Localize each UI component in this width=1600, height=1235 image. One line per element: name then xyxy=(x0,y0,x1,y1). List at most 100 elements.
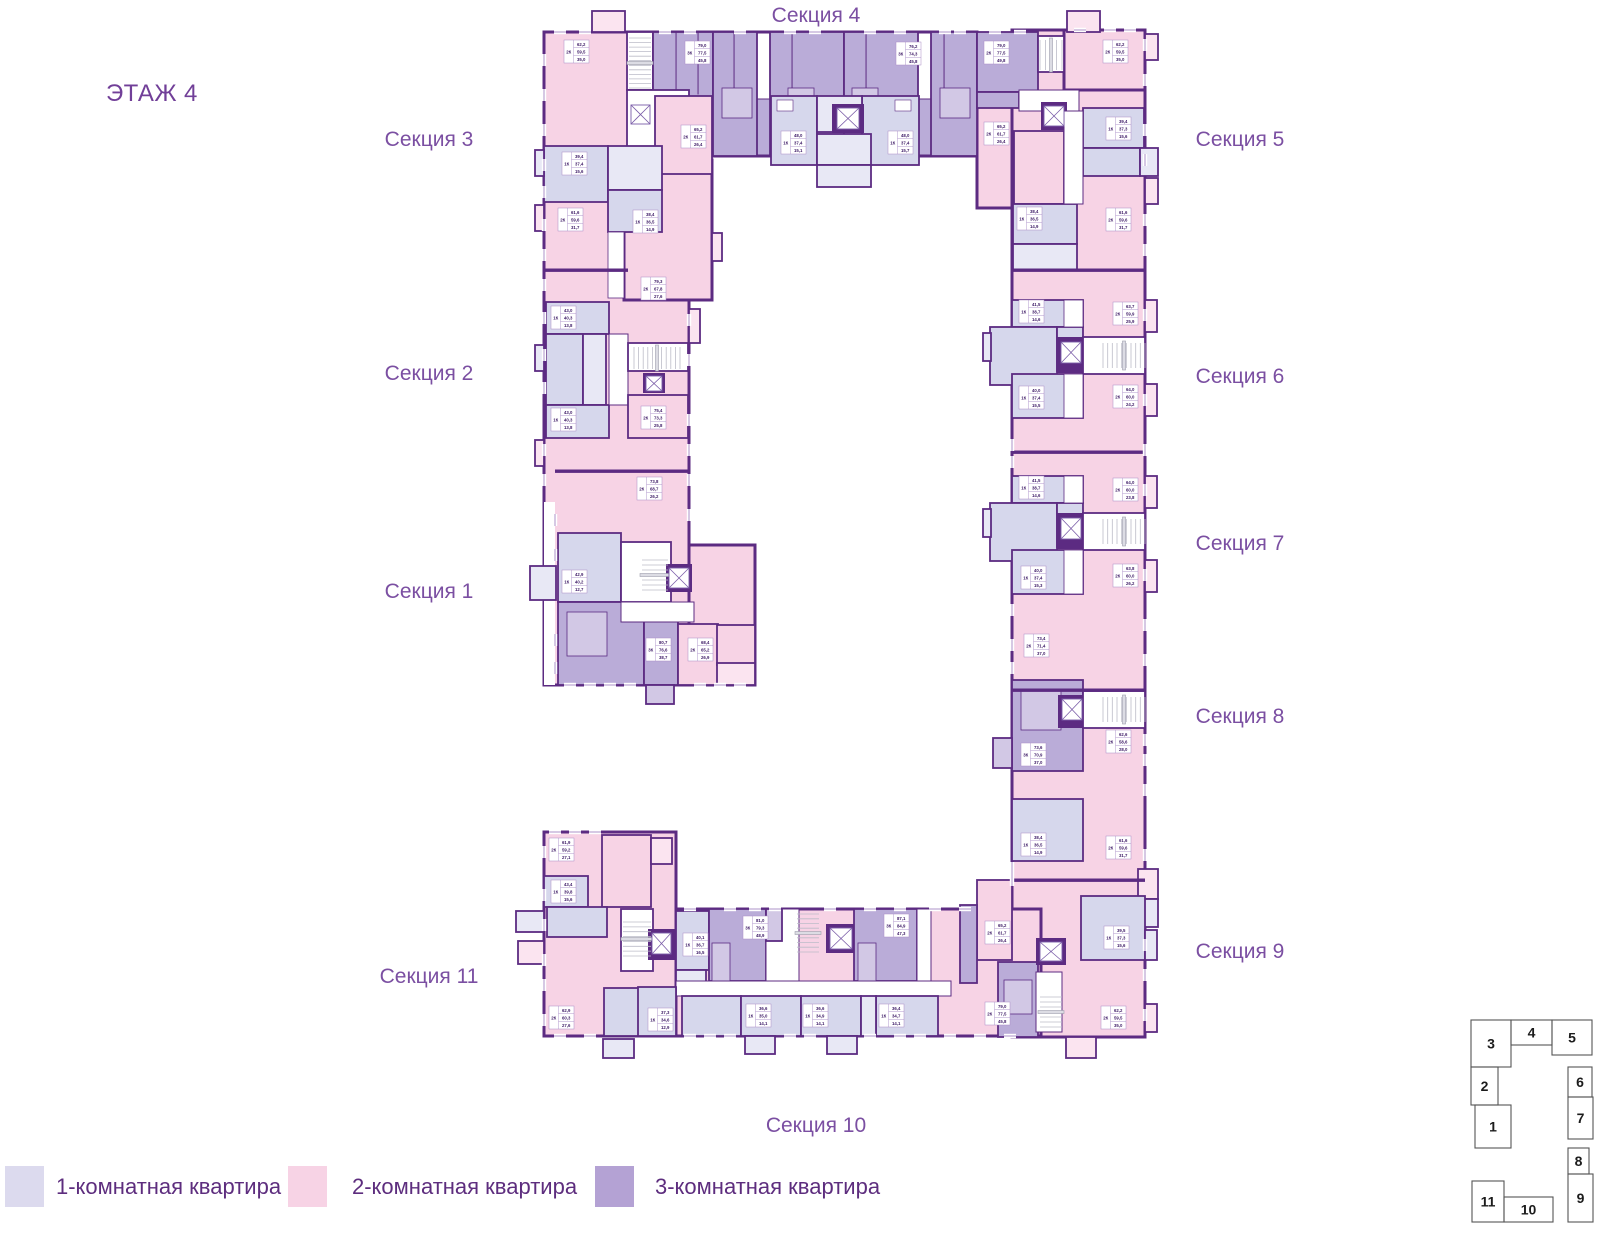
svg-text:13,8: 13,8 xyxy=(564,323,573,328)
svg-text:2К: 2К xyxy=(1115,574,1120,579)
svg-text:68,4: 68,4 xyxy=(701,640,710,645)
svg-text:Секция 7: Секция 7 xyxy=(1196,532,1285,555)
svg-text:36,7: 36,7 xyxy=(696,943,705,948)
svg-text:2К: 2К xyxy=(1108,740,1113,745)
svg-text:15,3: 15,3 xyxy=(1034,583,1043,588)
svg-text:26,4: 26,4 xyxy=(694,142,703,147)
svg-text:2К: 2К xyxy=(986,132,991,137)
svg-text:1К: 1К xyxy=(553,890,558,895)
svg-text:73,6: 73,6 xyxy=(1034,745,1043,750)
svg-text:1К: 1К xyxy=(1106,936,1111,941)
svg-text:61,7: 61,7 xyxy=(998,931,1007,936)
svg-text:2К: 2К xyxy=(639,487,644,492)
svg-text:73,3: 73,3 xyxy=(654,416,663,421)
svg-text:38,4: 38,4 xyxy=(646,212,655,217)
svg-text:37,3: 37,3 xyxy=(1117,936,1126,941)
svg-text:43,0: 43,0 xyxy=(564,410,573,415)
svg-text:Секция 1: Секция 1 xyxy=(385,580,474,603)
svg-text:14,9: 14,9 xyxy=(1034,850,1043,855)
svg-text:35,0: 35,0 xyxy=(577,57,586,62)
svg-text:80,7: 80,7 xyxy=(659,640,668,645)
svg-text:2К: 2К xyxy=(1026,644,1031,649)
svg-text:58,6: 58,6 xyxy=(1119,740,1128,745)
svg-text:36,5: 36,5 xyxy=(1030,217,1039,222)
svg-text:26,4: 26,4 xyxy=(997,139,1006,144)
svg-text:1К: 1К xyxy=(564,162,569,167)
svg-text:2К: 2К xyxy=(1115,395,1120,400)
svg-text:6: 6 xyxy=(1576,1074,1584,1090)
svg-text:3-комнатная квартира: 3-комнатная квартира xyxy=(655,1174,881,1199)
svg-text:65,2: 65,2 xyxy=(701,648,710,653)
svg-text:35,0: 35,0 xyxy=(759,1014,768,1019)
svg-text:1К: 1К xyxy=(553,316,558,321)
svg-text:65,2: 65,2 xyxy=(998,923,1007,928)
svg-text:1К: 1К xyxy=(685,943,690,948)
svg-text:59,9: 59,9 xyxy=(1126,312,1135,317)
svg-text:2К: 2К xyxy=(551,848,556,853)
svg-text:39,5: 39,5 xyxy=(1117,928,1126,933)
svg-text:62,2: 62,2 xyxy=(1116,42,1125,47)
svg-text:10: 10 xyxy=(1521,1202,1537,1218)
svg-text:71,4: 71,4 xyxy=(1037,644,1046,649)
svg-text:Секция 8: Секция 8 xyxy=(1196,705,1285,728)
svg-text:79,3: 79,3 xyxy=(756,926,765,931)
svg-text:14,6: 14,6 xyxy=(1032,493,1041,498)
svg-text:37,4: 37,4 xyxy=(575,162,584,167)
svg-text:40,1: 40,1 xyxy=(696,935,705,940)
svg-text:34,9: 34,9 xyxy=(816,1014,825,1019)
svg-text:87,1: 87,1 xyxy=(897,916,906,921)
svg-text:37,0: 37,0 xyxy=(1037,651,1046,656)
svg-text:38,7: 38,7 xyxy=(659,655,668,660)
svg-text:48,9: 48,9 xyxy=(756,933,765,938)
svg-text:26,2: 26,2 xyxy=(1126,581,1135,586)
svg-text:2К: 2К xyxy=(690,648,695,653)
svg-text:2-комнатная квартира: 2-комнатная квартира xyxy=(352,1174,578,1199)
svg-text:7: 7 xyxy=(1577,1110,1585,1126)
svg-text:37,3: 37,3 xyxy=(661,1010,670,1015)
svg-text:3К: 3К xyxy=(745,926,750,931)
svg-text:3К: 3К xyxy=(687,51,692,56)
svg-text:37,4: 37,4 xyxy=(1034,576,1043,581)
svg-text:1К: 1К xyxy=(553,418,558,423)
svg-text:62,2: 62,2 xyxy=(577,42,586,47)
svg-text:36,5: 36,5 xyxy=(1034,843,1043,848)
svg-text:45,8: 45,8 xyxy=(698,58,707,63)
svg-text:31,7: 31,7 xyxy=(571,225,580,230)
svg-text:1: 1 xyxy=(1489,1119,1497,1135)
svg-text:59,5: 59,5 xyxy=(1116,50,1125,55)
svg-text:39,8: 39,8 xyxy=(564,890,573,895)
svg-text:1К: 1К xyxy=(1108,127,1113,132)
svg-text:61,7: 61,7 xyxy=(694,135,703,140)
svg-text:15,1: 15,1 xyxy=(794,148,803,153)
svg-text:38,4: 38,4 xyxy=(1030,209,1039,214)
svg-text:15,6: 15,6 xyxy=(1119,134,1128,139)
svg-text:Секция 4: Секция 4 xyxy=(772,4,861,27)
svg-text:27,6: 27,6 xyxy=(562,1023,571,1028)
svg-text:79,0: 79,0 xyxy=(698,43,707,48)
svg-text:61,6: 61,6 xyxy=(1119,838,1128,843)
svg-text:2К: 2К xyxy=(560,218,565,223)
svg-text:62,9: 62,9 xyxy=(562,1008,571,1013)
svg-text:2К: 2К xyxy=(1115,312,1120,317)
svg-text:3: 3 xyxy=(1487,1036,1495,1052)
svg-text:1К: 1К xyxy=(1023,843,1028,848)
svg-text:65,2: 65,2 xyxy=(997,124,1006,129)
svg-text:59,6: 59,6 xyxy=(1119,218,1128,223)
svg-text:61,7: 61,7 xyxy=(997,132,1006,137)
svg-text:37,4: 37,4 xyxy=(1032,396,1041,401)
svg-text:26,2: 26,2 xyxy=(650,494,659,499)
svg-text:1К: 1К xyxy=(564,580,569,585)
svg-text:47,3: 47,3 xyxy=(897,931,906,936)
svg-text:70,9: 70,9 xyxy=(1034,753,1043,758)
svg-text:1К: 1К xyxy=(805,1014,810,1019)
svg-text:40,3: 40,3 xyxy=(564,418,573,423)
svg-text:26,4: 26,4 xyxy=(998,938,1007,943)
svg-text:65,2: 65,2 xyxy=(694,127,703,132)
svg-text:38,7: 38,7 xyxy=(1032,310,1041,315)
svg-text:39,4: 39,4 xyxy=(1119,119,1128,124)
svg-text:14,9: 14,9 xyxy=(646,227,655,232)
svg-text:Секция 10: Секция 10 xyxy=(766,1114,866,1137)
svg-text:1К: 1К xyxy=(1021,396,1026,401)
svg-text:67,8: 67,8 xyxy=(654,287,663,292)
svg-text:36,6: 36,6 xyxy=(759,1006,768,1011)
